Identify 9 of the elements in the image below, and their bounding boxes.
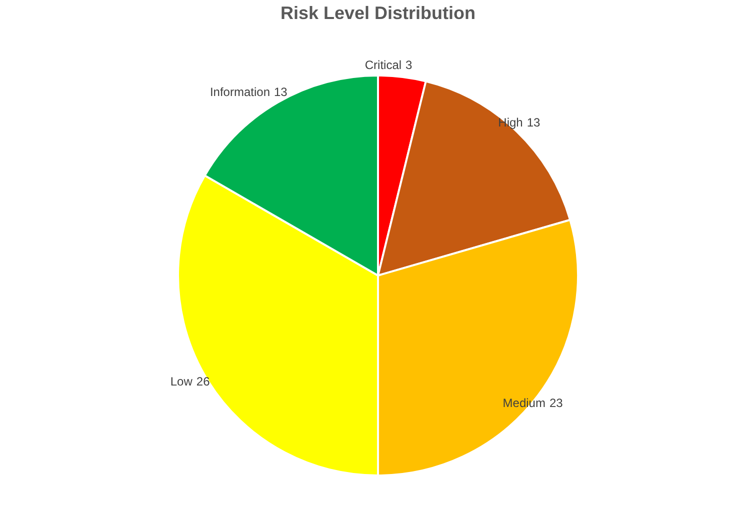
data-label: 26 — [196, 374, 210, 388]
data-label: 3 — [406, 58, 413, 72]
data-label: 13 — [526, 116, 541, 130]
data-label: 23 — [549, 396, 564, 410]
slice-label: Critical — [364, 58, 402, 72]
slice-label: Low — [170, 374, 193, 388]
data-label: 13 — [274, 84, 288, 99]
slice-label: Information — [210, 84, 270, 99]
chart-title: Risk Level Distribution — [280, 3, 476, 23]
